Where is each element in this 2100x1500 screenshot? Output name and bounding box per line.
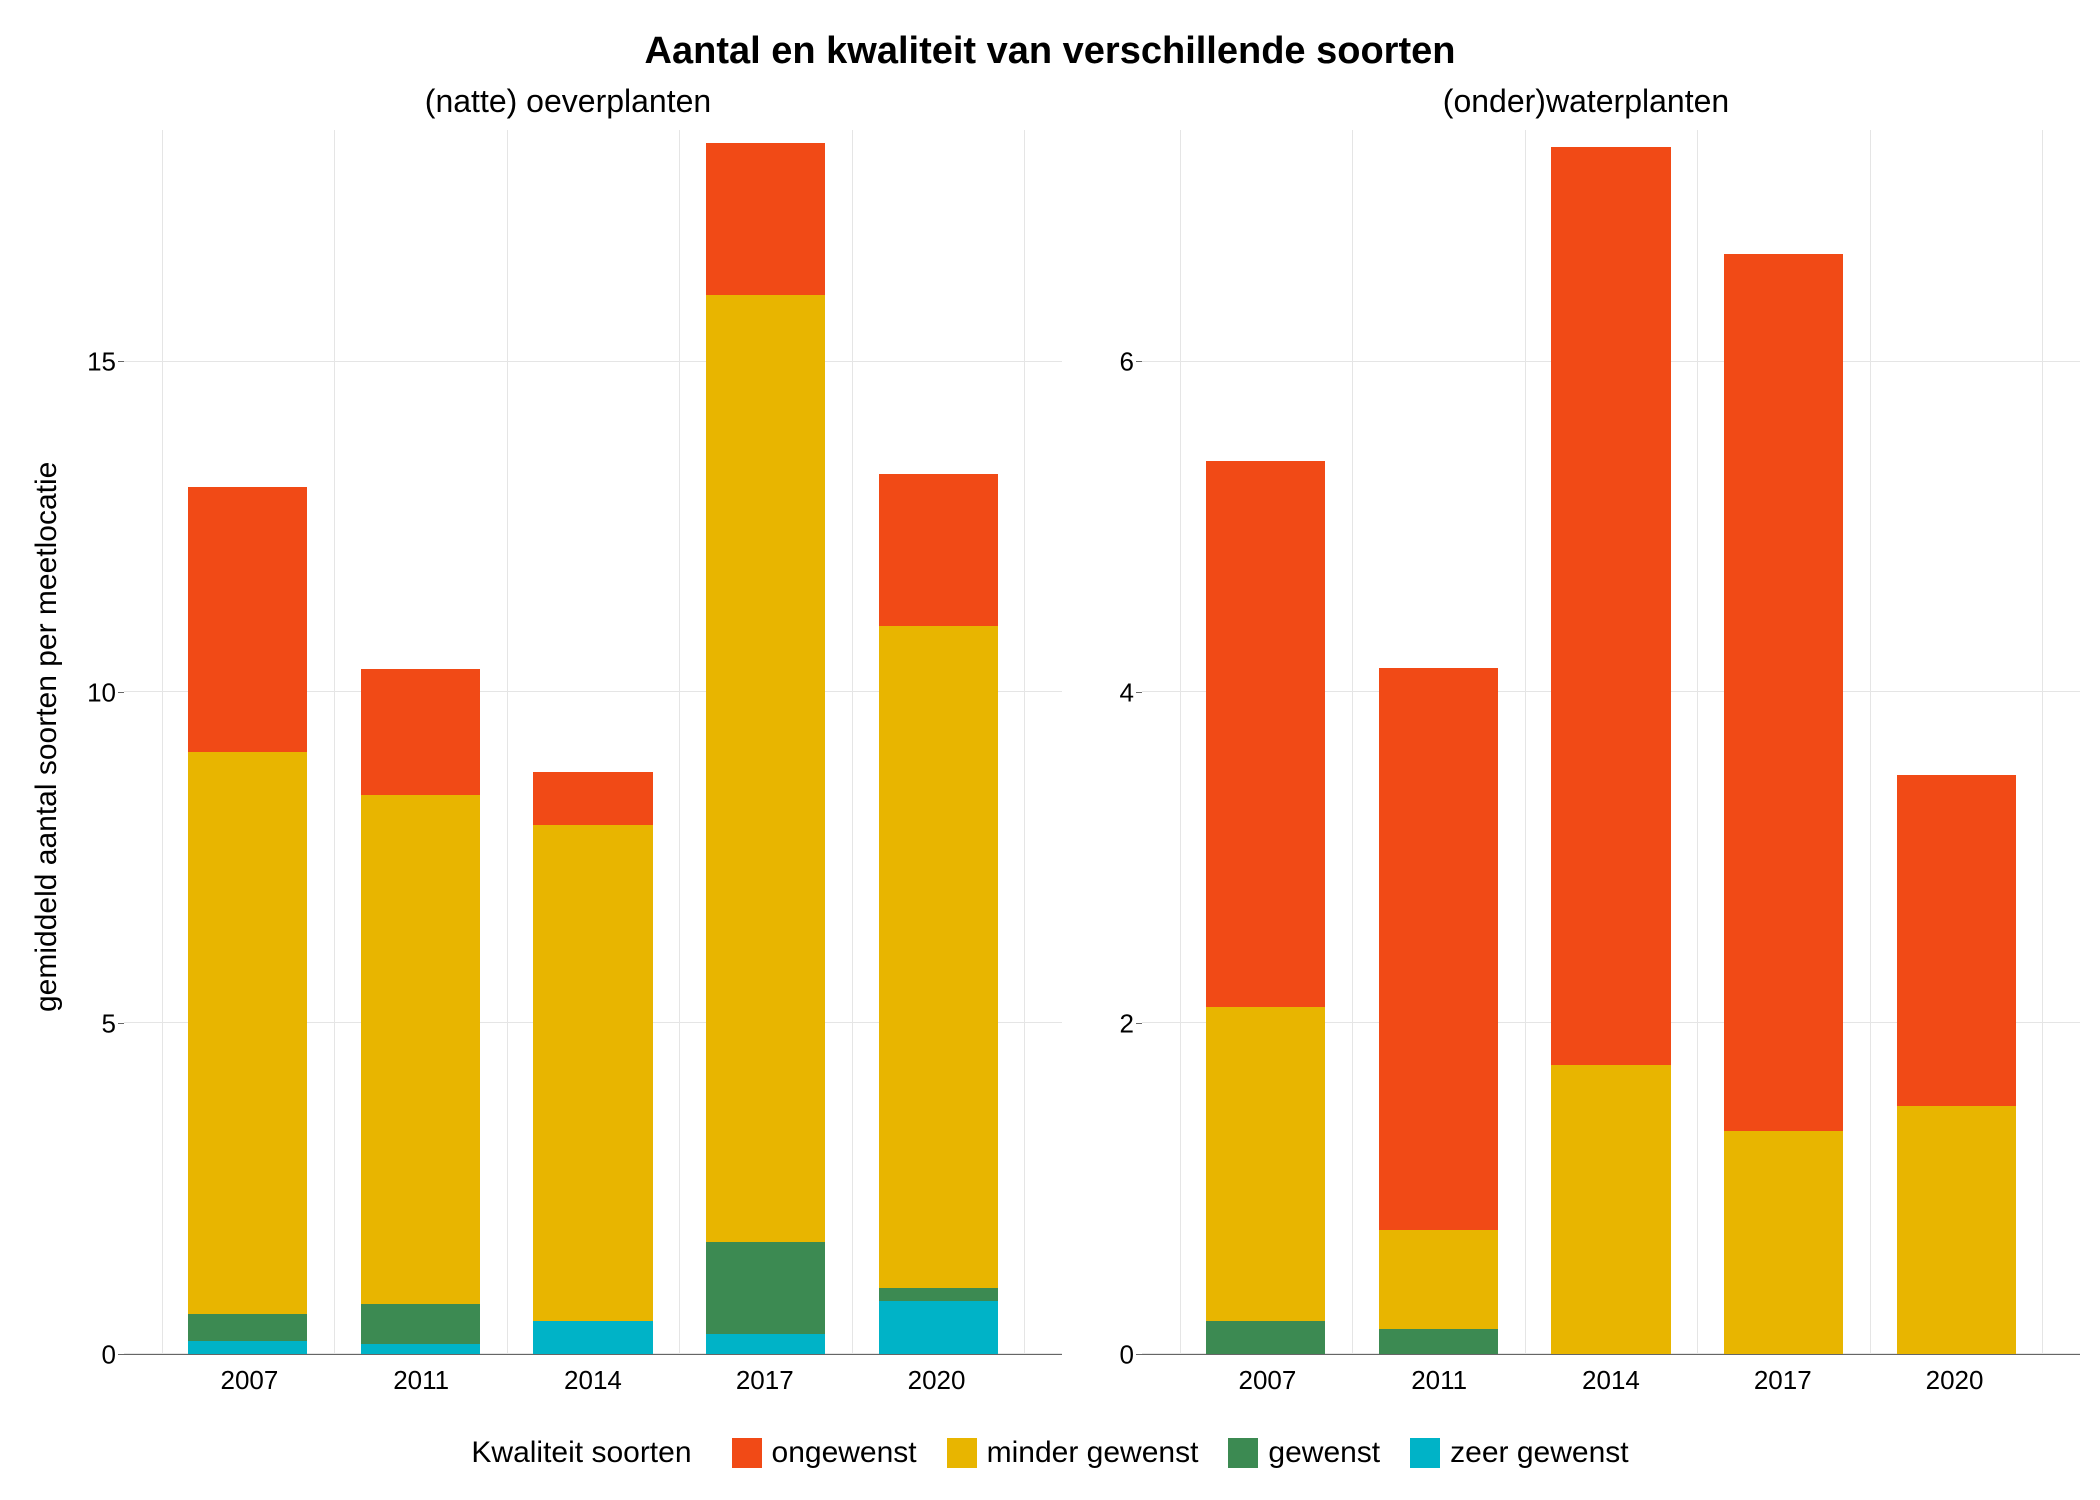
y-axis-label: gemiddeld aantal soorten per meetlocatie	[20, 78, 74, 1396]
y-tick: 10	[87, 677, 116, 708]
main-title: Aantal en kwaliteit van verschillende so…	[20, 30, 2080, 73]
legend-item-zeer-gewenst: zeer gewenst	[1410, 1436, 1628, 1470]
bar-group	[1379, 130, 1498, 1354]
bar-segment-minder-gewenst	[1551, 1065, 1670, 1354]
plot	[124, 130, 1062, 1355]
bar-segment-zeer-gewenst	[879, 1301, 998, 1354]
y-tick: 15	[87, 346, 116, 377]
legend-swatch	[947, 1438, 977, 1468]
bar-segment-ongewenst	[533, 772, 652, 825]
legend-label: gewenst	[1268, 1436, 1380, 1470]
bar-segment-ongewenst	[188, 487, 307, 752]
x-tick: 2011	[1353, 1365, 1525, 1396]
bar-segment-ongewenst	[879, 474, 998, 626]
legend-label: zeer gewenst	[1450, 1436, 1628, 1470]
bar-group	[1206, 130, 1325, 1354]
bar-segment-gewenst	[1206, 1321, 1325, 1354]
x-ticks-wrapper: 20072011201420172020	[74, 1355, 1062, 1396]
x-tick: 2017	[1697, 1365, 1869, 1396]
y-tick: 6	[1120, 346, 1134, 377]
panel: (natte) oeverplanten05101520072011201420…	[74, 78, 1062, 1396]
chart-container: Aantal en kwaliteit van verschillende so…	[20, 20, 2080, 1480]
bar-segment-minder-gewenst	[188, 752, 307, 1314]
x-tick: 2014	[507, 1365, 679, 1396]
x-tick: 2020	[1869, 1365, 2041, 1396]
bar-segment-zeer-gewenst	[188, 1341, 307, 1354]
y-tick: 4	[1120, 677, 1134, 708]
legend-item-ongewenst: ongewenst	[732, 1436, 917, 1470]
panel-title: (natte) oeverplanten	[74, 83, 1062, 120]
x-tick: 2014	[1525, 1365, 1697, 1396]
bar-segment-minder-gewenst	[706, 295, 825, 1241]
bar-segment-minder-gewenst	[1206, 1007, 1325, 1321]
legend: Kwaliteit soorten ongewenst minder gewens…	[20, 1396, 2080, 1480]
panel-title: (onder)waterplanten	[1092, 83, 2080, 120]
y-tick: 5	[102, 1008, 116, 1039]
bar-segment-minder-gewenst	[1897, 1106, 2016, 1354]
bar-segment-gewenst	[706, 1242, 825, 1335]
bar-segment-minder-gewenst	[361, 795, 480, 1304]
spacer	[1092, 1355, 1142, 1396]
plot-area: 0246	[1092, 130, 2080, 1355]
bar-group	[706, 130, 825, 1354]
bar-segment-minder-gewenst	[1379, 1230, 1498, 1329]
bar-group	[879, 130, 998, 1354]
x-tick: 2007	[164, 1365, 336, 1396]
bar-group	[1724, 130, 1843, 1354]
y-tick: 2	[1120, 1008, 1134, 1039]
y-tick: 0	[102, 1340, 116, 1371]
legend-label: ongewenst	[772, 1436, 917, 1470]
legend-title: Kwaliteit soorten	[471, 1436, 691, 1470]
y-tick: 0	[1120, 1340, 1134, 1371]
y-ticks: 0246	[1092, 130, 1142, 1355]
legend-swatch	[1228, 1438, 1258, 1468]
bar-segment-minder-gewenst	[1724, 1131, 1843, 1354]
panel: (onder)waterplanten 0 2 4 6 20072011201420172…	[1092, 78, 2080, 1396]
y-ticks: 051015	[74, 130, 124, 1355]
bar-group	[533, 130, 652, 1354]
bar-group	[188, 130, 307, 1354]
bar-segment-gewenst	[188, 1314, 307, 1340]
x-tick: 2007	[1182, 1365, 1354, 1396]
bar-segment-ongewenst	[706, 143, 825, 295]
x-tick: 2011	[335, 1365, 507, 1396]
legend-swatch	[1410, 1438, 1440, 1468]
bar-segment-ongewenst	[1897, 775, 2016, 1106]
bar-segment-gewenst	[879, 1288, 998, 1301]
legend-item-minder-gewenst: minder gewenst	[947, 1436, 1199, 1470]
x-ticks: 20072011201420172020	[124, 1355, 1062, 1396]
bar-segment-ongewenst	[1551, 147, 1670, 1065]
plot-area: 051015	[74, 130, 1062, 1355]
bar-group	[1897, 130, 2016, 1354]
panels: (natte) oeverplanten05101520072011201420…	[74, 78, 2080, 1396]
bar-segment-ongewenst	[1206, 461, 1325, 1007]
bar-group	[1551, 130, 1670, 1354]
bar-segment-gewenst	[361, 1304, 480, 1344]
bar-segment-ongewenst	[361, 669, 480, 795]
bar-segment-zeer-gewenst	[361, 1344, 480, 1354]
bar-segment-zeer-gewenst	[706, 1334, 825, 1354]
bar-segment-ongewenst	[1724, 254, 1843, 1131]
bar-group	[361, 130, 480, 1354]
legend-label: minder gewenst	[987, 1436, 1199, 1470]
bar-segment-ongewenst	[1379, 668, 1498, 1230]
x-ticks-wrapper: 20072011201420172020	[1092, 1355, 2080, 1396]
legend-swatch	[732, 1438, 762, 1468]
plot	[1142, 130, 2080, 1355]
spacer	[74, 1355, 124, 1396]
bars	[124, 130, 1062, 1354]
bar-segment-minder-gewenst	[533, 825, 652, 1321]
bars	[1142, 130, 2080, 1354]
x-tick: 2017	[679, 1365, 851, 1396]
x-ticks: 20072011201420172020	[1142, 1355, 2080, 1396]
legend-item-gewenst: gewenst	[1228, 1436, 1380, 1470]
bar-segment-gewenst	[1379, 1329, 1498, 1354]
bar-segment-zeer-gewenst	[533, 1321, 652, 1354]
panels-wrapper: gemiddeld aantal soorten per meetlocatie…	[20, 78, 2080, 1396]
x-tick: 2020	[851, 1365, 1023, 1396]
bar-segment-minder-gewenst	[879, 626, 998, 1288]
